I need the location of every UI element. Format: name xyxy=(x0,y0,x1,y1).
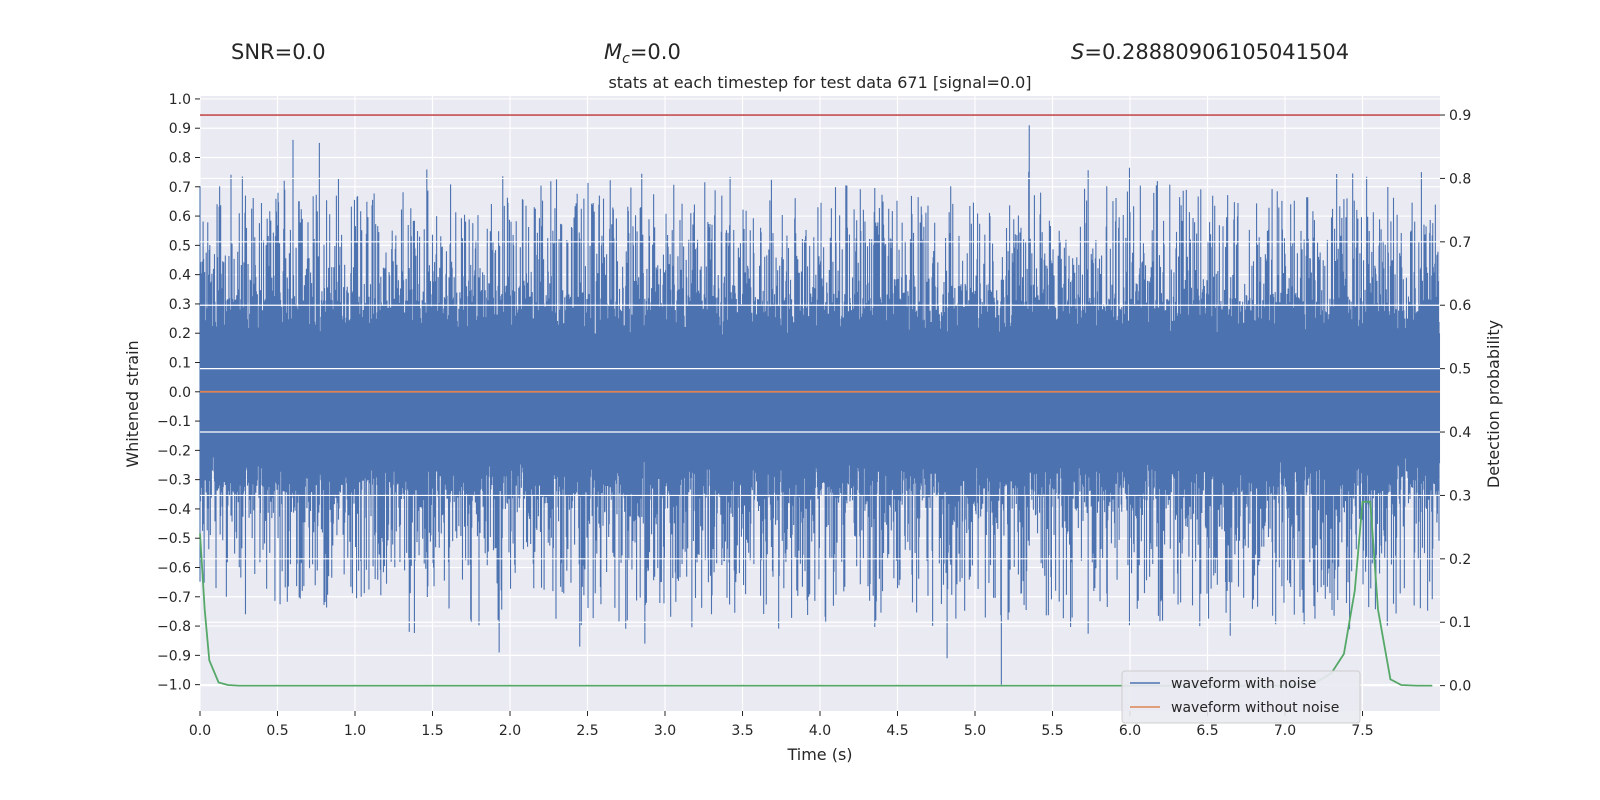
y-left-tick-label: −0.1 xyxy=(157,414,191,430)
y-left-tick-label: 0.7 xyxy=(169,180,191,196)
y-right-tick-label: 0.1 xyxy=(1449,615,1471,631)
y-left-axis-ticks: 1.0 0.9 0.8 0.7 0.6 0.5 0.4 0.3 0.2 0.1 0.0 −0.1 −0.… xyxy=(157,92,200,694)
score-label: S=0.28880906105041504 xyxy=(1071,40,1349,64)
x-tick-label: 2.5 xyxy=(576,723,598,739)
score-symbol: S xyxy=(1071,40,1085,64)
y-right-tick-label: 0.0 xyxy=(1449,679,1471,695)
y-right-tick-label: 0.5 xyxy=(1449,362,1471,378)
y-left-tick-label: 0.9 xyxy=(169,121,191,137)
x-tick-label: 6.5 xyxy=(1196,723,1218,739)
x-axis-ticks: 0.0 0.5 1.0 1.5 2.0 2.5 3.0 3.5 4.0 4.5 5.0 5.5 6.0 6… xyxy=(189,711,1374,739)
x-tick-label: 1.5 xyxy=(421,723,443,739)
y-left-tick-label: −0.6 xyxy=(157,561,191,577)
legend-label-clean: waveform without noise xyxy=(1171,700,1339,716)
y-left-tick-label: −0.7 xyxy=(157,590,191,606)
x-tick-label: 5.0 xyxy=(964,723,986,739)
y-left-tick-label: −0.5 xyxy=(157,531,191,547)
y-right-tick-label: 0.2 xyxy=(1449,552,1471,568)
y-right-tick-label: 0.3 xyxy=(1449,488,1471,504)
y-right-tick-label: 0.8 xyxy=(1449,171,1471,187)
y-left-tick-label: −1.0 xyxy=(157,678,191,694)
x-axis-label: Time (s) xyxy=(786,745,852,764)
score-value: =0.28880906105041504 xyxy=(1084,40,1350,64)
x-tick-label: 0.5 xyxy=(266,723,288,739)
y-right-tick-label: 0.6 xyxy=(1449,298,1471,314)
y-left-tick-label: 0.6 xyxy=(169,209,191,225)
y-left-tick-label: −0.9 xyxy=(157,648,191,664)
y-left-tick-label: 0.3 xyxy=(169,297,191,313)
y-left-tick-label: 0.8 xyxy=(169,151,191,167)
y-left-tick-label: 0.2 xyxy=(169,326,191,342)
x-tick-label: 7.0 xyxy=(1274,723,1296,739)
y-left-tick-label: 1.0 xyxy=(169,92,191,108)
x-tick-label: 3.5 xyxy=(731,723,753,739)
x-tick-label: 7.5 xyxy=(1351,723,1373,739)
y-left-tick-label: 0.0 xyxy=(169,385,191,401)
x-tick-label: 3.0 xyxy=(654,723,676,739)
legend-label-noise: waveform with noise xyxy=(1171,676,1316,692)
chirp-mass-label: Mc=0.0 xyxy=(604,40,681,67)
y-left-tick-label: −0.8 xyxy=(157,619,191,635)
y-right-tick-label: 0.4 xyxy=(1449,425,1471,441)
y-right-axis-ticks: 0.9 0.8 0.7 0.6 0.5 0.4 0.3 0.2 0.1 0.0 xyxy=(1440,108,1471,695)
y-left-axis-label: Whitened strain xyxy=(123,340,142,467)
x-tick-label: 2.0 xyxy=(499,723,521,739)
y-left-tick-label: −0.4 xyxy=(157,502,191,518)
x-tick-label: 1.0 xyxy=(344,723,366,739)
y-left-tick-label: −0.3 xyxy=(157,473,191,489)
x-tick-label: 4.0 xyxy=(809,723,831,739)
x-tick-label: 6.0 xyxy=(1119,723,1141,739)
y-left-tick-label: −0.2 xyxy=(157,443,191,459)
x-tick-label: 0.0 xyxy=(189,723,211,739)
y-right-tick-label: 0.9 xyxy=(1449,108,1471,124)
legend-box xyxy=(1121,670,1361,724)
x-tick-label: 5.5 xyxy=(1041,723,1063,739)
y-left-tick-label: 0.1 xyxy=(169,356,191,372)
y-left-tick-label: 0.5 xyxy=(169,238,191,254)
chirp-mass-value: =0.0 xyxy=(629,40,681,64)
y-right-tick-label: 0.7 xyxy=(1449,235,1471,251)
snr-label: SNR=0.0 xyxy=(231,40,326,64)
y-left-tick-label: 0.4 xyxy=(169,268,191,284)
chirp-mass-symbol: M xyxy=(604,40,623,64)
x-tick-label: 4.5 xyxy=(886,723,908,739)
y-right-axis-label: Detection probability xyxy=(1484,320,1503,488)
legend: waveform with noise waveform without noi… xyxy=(1121,670,1361,724)
chart-title: stats at each timestep for test data 671… xyxy=(608,73,1031,92)
chirp-mass-subscript: c xyxy=(622,51,630,67)
